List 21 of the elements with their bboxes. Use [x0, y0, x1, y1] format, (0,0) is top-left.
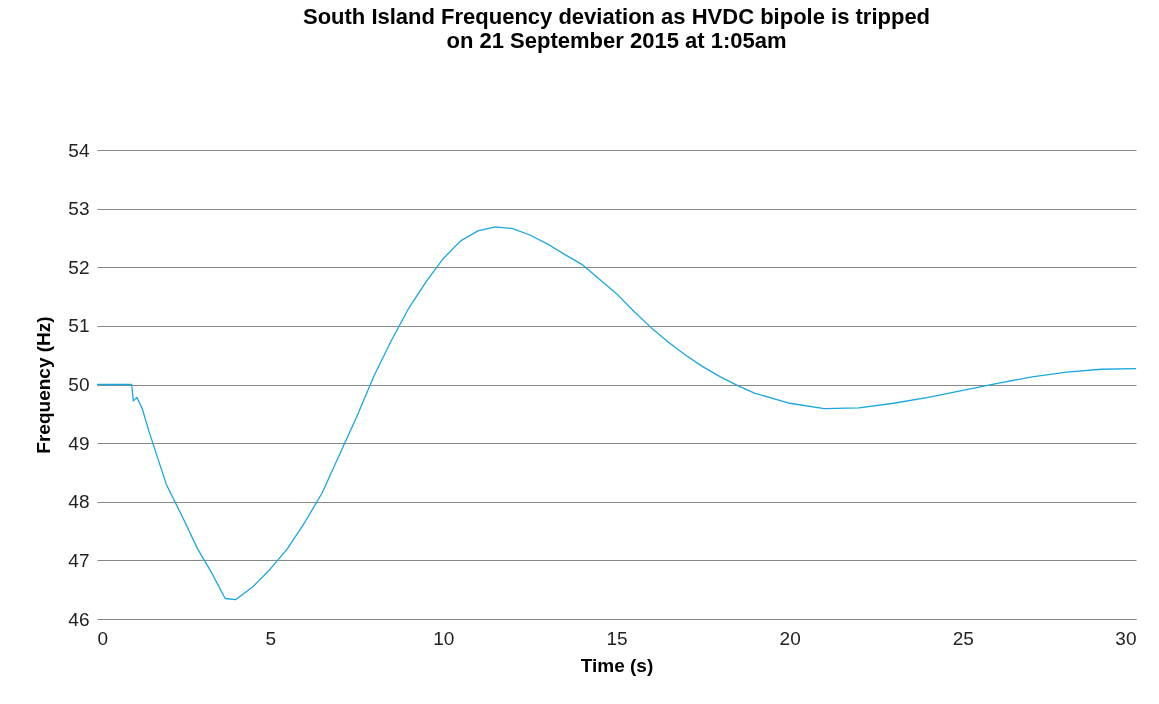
y-tick-label: 48: [68, 491, 90, 513]
x-tick-label: 5: [265, 627, 276, 649]
y-tick-label: 51: [68, 315, 90, 337]
x-tick-label: 10: [433, 627, 455, 649]
text: South Island Frequency deviation as HVDC bipole is tripped: [302, 4, 931, 29]
y-tick-label: 50: [68, 374, 90, 395]
y-tick-label: 46: [68, 608, 90, 630]
line-series: [97, 226, 1136, 601]
x-tick-label: 0: [97, 627, 109, 649]
y-tick-label: 52: [68, 256, 90, 278]
y-tick-label: 54: [68, 139, 90, 161]
x-tick-label: 30: [1115, 627, 1137, 649]
y-tick-label: 49: [68, 432, 90, 454]
text: on 21 September 2015 at 1:05am: [446, 28, 787, 53]
x-tick-label: 25: [952, 627, 974, 649]
y-tick-label: 53: [68, 198, 90, 220]
y-tick-label: 47: [68, 549, 90, 571]
x-tick-label: 20: [779, 627, 801, 649]
y-axis-title: Frequency (Hz): [33, 316, 55, 454]
x-tick-label: 15: [606, 627, 628, 649]
x-axis-title: Time (s): [580, 654, 654, 676]
